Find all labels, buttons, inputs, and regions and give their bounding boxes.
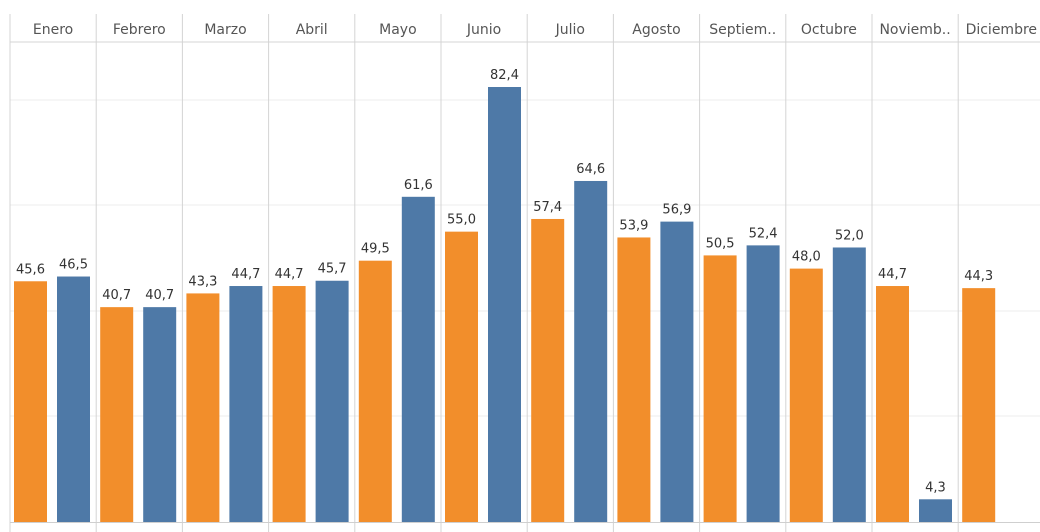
value-label-s0-10: 44,7 (878, 267, 907, 282)
value-label-s0-3: 44,7 (275, 267, 304, 282)
value-label-s1-5: 82,4 (490, 68, 519, 83)
bar-s0-7 (617, 237, 651, 523)
bar-s1-10 (919, 499, 952, 522)
month-label-5: Junio (466, 22, 501, 38)
value-label-s1-1: 40,7 (145, 288, 174, 303)
bar-s1-2 (229, 286, 263, 522)
month-label-4: Mayo (379, 22, 417, 38)
column-dividers (9, 14, 959, 532)
gridlines (10, 99, 1040, 417)
month-labels: Enero Febrero Marzo Abril Mayo Junio Julio Agos… (33, 22, 1037, 38)
month-label-2: Marzo (204, 22, 246, 38)
bar-s1-8 (746, 245, 780, 522)
value-label-s0-6: 57,4 (533, 200, 562, 215)
bar-s1-7 (660, 221, 694, 522)
value-label-s1-6: 64,6 (576, 162, 605, 177)
bar-s1-9 (832, 247, 866, 522)
value-label-s1-8: 52,4 (749, 226, 778, 241)
bar-s0-5 (445, 231, 478, 522)
value-label-s0-1: 40,7 (102, 288, 131, 303)
value-label-s0-9: 48,0 (792, 250, 821, 265)
bar-s1-3 (315, 280, 349, 522)
value-label-s0-5: 55,0 (447, 213, 476, 228)
value-label-s1-9: 52,0 (835, 228, 864, 243)
bar-s0-6 (531, 218, 565, 522)
bar-s0-9 (789, 268, 823, 522)
bar-s1-0 (57, 276, 90, 522)
value-label-s1-2: 44,7 (231, 267, 260, 282)
bars: 45,6 46,5 40,7 40,7 43,3 44,7 44,7 45,7 49,5 61,6… (14, 68, 996, 523)
bar-s1-6 (574, 180, 608, 522)
value-label-s0-11: 44,3 (964, 269, 993, 284)
bar-s1-1 (143, 307, 177, 522)
month-label-9: Octubre (801, 22, 857, 38)
month-label-0: Enero (33, 22, 73, 38)
bar-s0-8 (703, 255, 737, 523)
value-label-s0-8: 50,5 (706, 236, 735, 251)
value-label-s0-4: 49,5 (361, 242, 390, 257)
month-label-10: Noviemb.. (879, 22, 950, 38)
month-label-3: Abril (296, 22, 328, 38)
bar-s0-10 (876, 286, 909, 522)
value-label-s0-7: 53,9 (619, 218, 648, 233)
bar-s0-4 (358, 260, 392, 522)
value-label-s0-0: 45,6 (16, 262, 45, 277)
value-label-s1-4: 61,6 (404, 178, 433, 193)
bar-s0-0 (14, 281, 47, 522)
value-label-s1-10: 4,3 (925, 480, 946, 495)
value-label-s1-3: 45,7 (318, 262, 347, 277)
value-label-s0-2: 43,3 (188, 274, 217, 289)
month-label-11: Diciembre (966, 22, 1037, 38)
bar-s0-11 (962, 288, 996, 522)
month-label-6: Julio (555, 22, 585, 38)
bar-s0-2 (186, 293, 220, 522)
month-label-1: Febrero (113, 22, 166, 38)
month-label-8: Septiem.. (709, 22, 776, 38)
bar-s0-3 (272, 286, 306, 522)
value-label-s1-7: 56,9 (662, 203, 691, 218)
bar-s0-1 (100, 307, 134, 522)
month-label-7: Agosto (632, 22, 680, 38)
bar-s1-4 (401, 196, 435, 522)
bar-s1-5 (488, 87, 521, 522)
value-label-s1-0: 46,5 (59, 258, 88, 273)
